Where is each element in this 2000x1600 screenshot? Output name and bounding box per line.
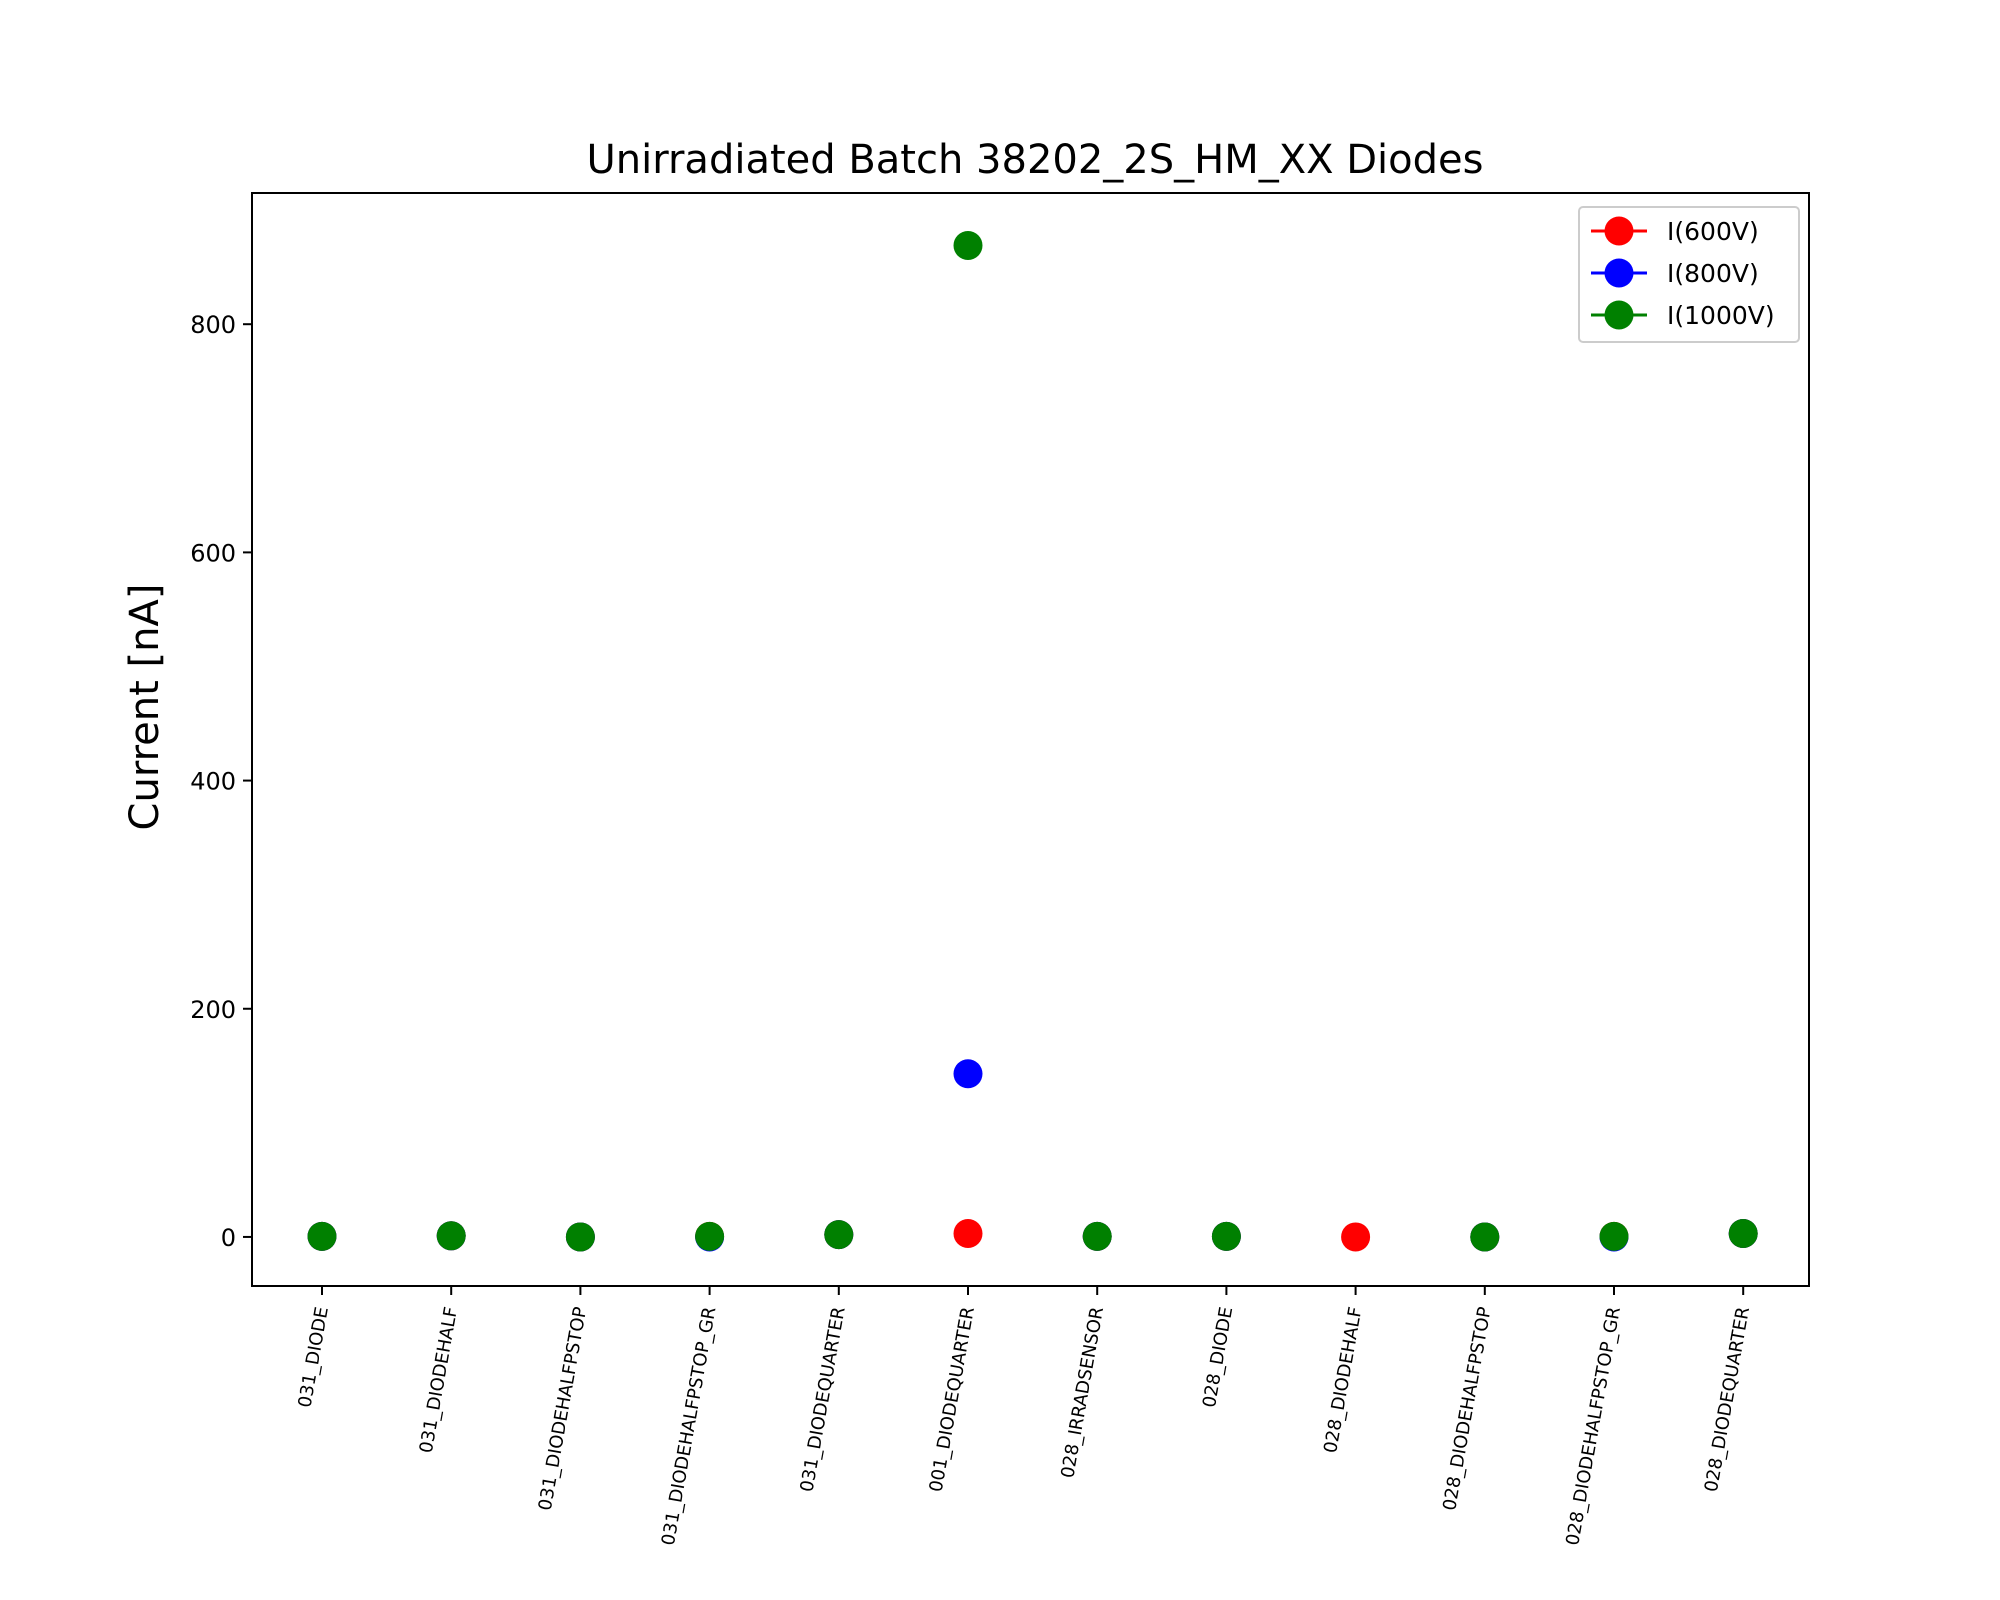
legend-label: I(1000V) — [1667, 301, 1775, 330]
legend: I(600V) I(800V) I(1000V) — [1578, 206, 1800, 343]
data-point-I(1000V) — [1599, 1221, 1629, 1251]
data-point-I(800V) — [953, 1059, 983, 1089]
y-axis-label: Current [nA] — [122, 584, 168, 831]
data-point-I(1000V) — [1082, 1221, 1112, 1251]
legend-marker — [1604, 216, 1634, 246]
data-point-I(1000V) — [824, 1220, 854, 1250]
y-tick-label: 0 — [221, 1224, 236, 1252]
data-point-I(1000V) — [565, 1222, 595, 1252]
data-point-I(1000V) — [695, 1221, 725, 1251]
y-tick-label: 200 — [190, 996, 236, 1024]
data-point-I(600V) — [1341, 1222, 1371, 1252]
legend-label: I(800V) — [1667, 259, 1759, 288]
legend-marker — [1604, 300, 1634, 330]
axes-frame — [251, 192, 1810, 1287]
y-tick-label: 800 — [190, 311, 236, 339]
y-tick-label: 400 — [190, 768, 236, 796]
data-point-I(1000V) — [307, 1221, 337, 1251]
data-point-I(1000V) — [953, 230, 983, 260]
data-point-I(1000V) — [1470, 1222, 1500, 1252]
legend-marker — [1604, 258, 1634, 288]
legend-box — [1578, 206, 1800, 343]
data-point-I(1000V) — [436, 1221, 466, 1251]
data-point-I(1000V) — [1211, 1221, 1241, 1251]
chart-title: Unirradiated Batch 38202_2S_HM_XX Diodes — [587, 137, 1484, 183]
data-point-I(1000V) — [1728, 1219, 1758, 1249]
data-point-I(600V) — [953, 1219, 983, 1249]
y-tick-label: 600 — [190, 539, 236, 567]
legend-label: I(600V) — [1667, 217, 1759, 246]
